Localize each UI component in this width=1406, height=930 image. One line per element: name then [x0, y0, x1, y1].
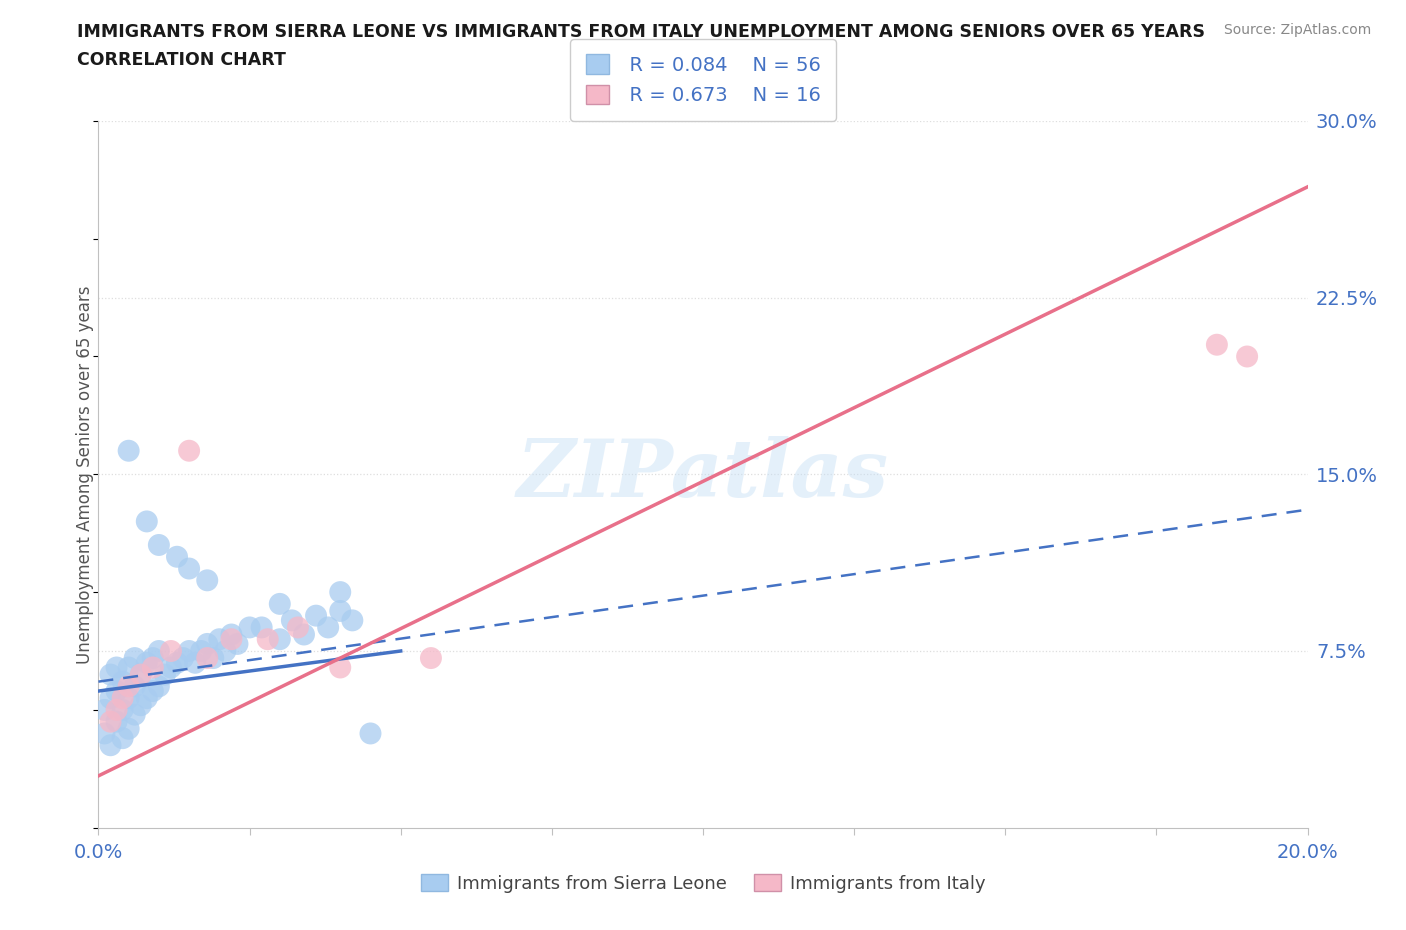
- Point: [135, 656, 157, 671]
- Point: [111, 674, 134, 689]
- Point: [153, 667, 176, 682]
- Point: [111, 731, 134, 746]
- Point: [105, 714, 128, 729]
- Text: ZIPatlas: ZIPatlas: [517, 435, 889, 513]
- Point: [195, 651, 218, 666]
- Point: [129, 698, 152, 712]
- Point: [221, 631, 243, 646]
- Point: [214, 644, 236, 658]
- Text: CORRELATION CHART: CORRELATION CHART: [77, 51, 287, 69]
- Point: [329, 585, 352, 600]
- Point: [305, 608, 328, 623]
- Point: [142, 651, 165, 666]
- Point: [118, 691, 141, 706]
- Point: [287, 620, 309, 635]
- Point: [148, 644, 170, 658]
- Point: [100, 667, 122, 682]
- Point: [195, 636, 218, 651]
- Point: [129, 667, 152, 682]
- Point: [124, 679, 146, 694]
- Point: [148, 538, 170, 552]
- Point: [1236, 349, 1258, 364]
- Point: [118, 722, 141, 737]
- Legend: Immigrants from Sierra Leone, Immigrants from Italy: Immigrants from Sierra Leone, Immigrants…: [413, 867, 993, 900]
- Point: [135, 691, 157, 706]
- Point: [142, 684, 165, 698]
- Point: [124, 707, 146, 722]
- Point: [179, 561, 201, 576]
- Point: [329, 604, 352, 618]
- Point: [239, 620, 262, 635]
- Point: [100, 691, 122, 706]
- Point: [105, 660, 128, 675]
- Point: [111, 702, 134, 717]
- Point: [184, 656, 207, 671]
- Point: [179, 444, 201, 458]
- Point: [269, 596, 291, 611]
- Point: [269, 631, 291, 646]
- Point: [221, 627, 243, 642]
- Point: [172, 651, 194, 666]
- Point: [93, 702, 115, 717]
- Point: [329, 660, 352, 675]
- Point: [1206, 338, 1229, 352]
- Point: [420, 651, 443, 666]
- Point: [111, 691, 134, 706]
- Point: [208, 631, 231, 646]
- Point: [160, 660, 183, 675]
- Point: [281, 613, 304, 628]
- Point: [292, 627, 315, 642]
- Point: [129, 667, 152, 682]
- Point: [160, 644, 183, 658]
- Point: [105, 702, 128, 717]
- Point: [118, 679, 141, 694]
- Point: [256, 631, 278, 646]
- Point: [148, 679, 170, 694]
- Point: [100, 737, 122, 752]
- Point: [166, 656, 188, 671]
- Point: [105, 684, 128, 698]
- Point: [179, 644, 201, 658]
- Point: [360, 726, 382, 741]
- Point: [124, 651, 146, 666]
- Point: [118, 660, 141, 675]
- Point: [195, 573, 218, 588]
- Y-axis label: Unemployment Among Seniors over 65 years: Unemployment Among Seniors over 65 years: [76, 286, 94, 663]
- Point: [226, 636, 249, 651]
- Point: [202, 651, 225, 666]
- Point: [166, 550, 188, 565]
- Point: [250, 620, 273, 635]
- Text: IMMIGRANTS FROM SIERRA LEONE VS IMMIGRANTS FROM ITALY UNEMPLOYMENT AMONG SENIORS: IMMIGRANTS FROM SIERRA LEONE VS IMMIGRAN…: [77, 23, 1205, 41]
- Point: [342, 613, 364, 628]
- Point: [93, 726, 115, 741]
- Point: [142, 660, 165, 675]
- Point: [135, 514, 157, 529]
- Point: [316, 620, 339, 635]
- Point: [190, 644, 212, 658]
- Point: [118, 444, 141, 458]
- Point: [100, 714, 122, 729]
- Text: Source: ZipAtlas.com: Source: ZipAtlas.com: [1223, 23, 1371, 37]
